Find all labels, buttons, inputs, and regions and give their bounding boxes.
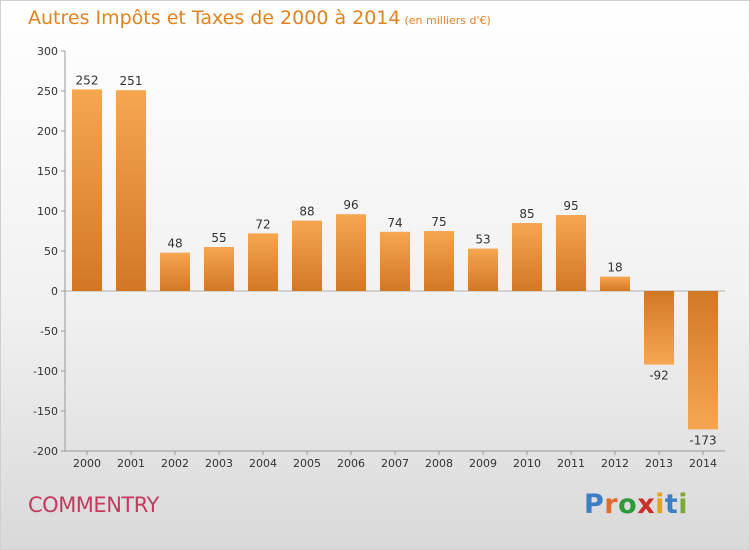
y-tick-label: 250 (37, 85, 58, 98)
brand-letter: t (664, 489, 679, 520)
data-label: 74 (387, 216, 402, 230)
brand-letter: x (637, 489, 656, 520)
x-tick-label: 2009 (469, 457, 497, 470)
x-tick-label: 2014 (689, 457, 717, 470)
data-label: 72 (255, 217, 270, 231)
data-label: 18 (607, 261, 622, 275)
x-tick-label: 2006 (337, 457, 365, 470)
bar (644, 291, 674, 365)
brand-letter: i (655, 489, 665, 520)
bar (424, 231, 454, 291)
data-label: 53 (475, 233, 490, 247)
data-label: 95 (563, 199, 578, 213)
y-tick-label: 100 (37, 205, 58, 218)
bar (468, 248, 498, 291)
bar (292, 220, 322, 291)
y-tick-label: -100 (33, 365, 58, 378)
bar (600, 276, 630, 291)
value-labels: 252 251 48 55 72 88 96 74 75 53 85 95 18 -92 -173 (76, 73, 717, 447)
data-label: 48 (167, 237, 182, 251)
bar (336, 214, 366, 291)
bar (512, 223, 542, 291)
title-unit: (en milliers d'€) (404, 14, 491, 27)
y-tick-label: -200 (33, 445, 58, 458)
data-label: -173 (689, 433, 716, 447)
y-tick-label: 150 (37, 165, 58, 178)
title-text: Autres Impôts et Taxes de 2000 à 2014 (28, 7, 401, 29)
bar (380, 231, 410, 291)
brand-letter: r (604, 489, 619, 520)
commune-name: COMMENTRY (28, 493, 159, 517)
bar (160, 252, 190, 291)
y-tick-label: 200 (37, 125, 58, 138)
brand-letter: o (618, 489, 638, 520)
data-label: 75 (431, 215, 446, 229)
data-label: 55 (211, 231, 226, 245)
proxiti-logo: Proxiti (584, 489, 688, 520)
x-tick-label: 2012 (601, 457, 629, 470)
bar (204, 247, 234, 291)
bar (248, 233, 278, 291)
data-label: 88 (299, 205, 314, 219)
x-tick-label: 2003 (205, 457, 233, 470)
y-tick-label: 0 (51, 285, 58, 298)
bar (72, 89, 102, 292)
x-tick-label: 2007 (381, 457, 409, 470)
y-tick-label: 300 (37, 45, 58, 58)
x-tick-label: 2010 (513, 457, 541, 470)
bars (72, 89, 718, 430)
brand-letter: i (678, 489, 689, 520)
x-tick-label: 2002 (161, 457, 189, 470)
x-tick-label: 2013 (645, 457, 673, 470)
data-label: 85 (519, 207, 534, 221)
x-tick-label: 2000 (73, 457, 101, 470)
bar (556, 215, 586, 291)
x-tick-label: 2011 (557, 457, 585, 470)
bar (688, 291, 718, 430)
x-tick-label: 2005 (293, 457, 321, 470)
data-label: 251 (120, 74, 143, 88)
x-tick-label: 2004 (249, 457, 277, 470)
data-label: 252 (76, 73, 99, 87)
data-label: 96 (343, 198, 358, 212)
brand-letter: P (584, 489, 605, 520)
bar (116, 90, 146, 291)
y-tick-label: -50 (40, 325, 58, 338)
chart-title: Autres Impôts et Taxes de 2000 à 2014 (en… (28, 7, 491, 29)
x-tick-label: 2008 (425, 457, 453, 470)
x-tick-label: 2001 (117, 457, 145, 470)
data-label: -92 (649, 369, 669, 383)
y-tick-label: 50 (44, 245, 58, 258)
y-tick-label: -150 (33, 405, 58, 418)
